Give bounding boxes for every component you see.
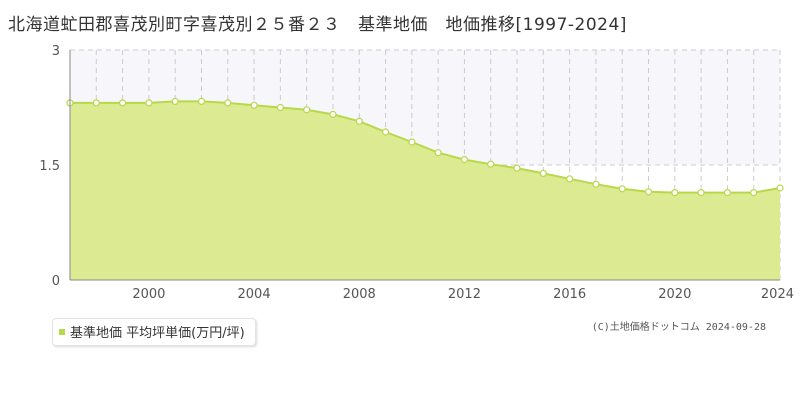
data-point-2018 <box>618 185 626 193</box>
chart-title: 北海道虻田郡喜茂別町字喜茂別２５番２３ 基準地価 地価推移[1997-2024] <box>8 15 627 35</box>
data-point-2007 <box>329 110 337 119</box>
data-point-2013 <box>487 160 495 168</box>
legend-label: 基準地価 平均坪単価(万円/坪) <box>70 326 245 341</box>
data-point-2000 <box>145 99 153 107</box>
data-point-2003 <box>224 99 232 107</box>
data-point-2004 <box>250 101 258 109</box>
series-line <box>70 100 781 194</box>
data-point-2017 <box>592 180 600 188</box>
series-area <box>70 101 780 281</box>
data-point-2015 <box>539 169 547 177</box>
y-tick-label: 3 <box>52 44 60 59</box>
data-point-2024 <box>776 184 784 192</box>
x-tick-label: 2020 <box>658 287 691 302</box>
data-point-2016 <box>565 175 574 183</box>
data-point-2008 <box>355 117 363 125</box>
data-point-1998 <box>92 99 100 107</box>
data-point-2006 <box>303 106 311 114</box>
x-tick-label: 2008 <box>343 287 376 302</box>
data-point-2012 <box>460 156 468 164</box>
data-point-2009 <box>382 128 390 136</box>
x-tick-label: 2024 <box>761 287 794 302</box>
data-point-2022 <box>723 189 732 197</box>
x-tick-label: 2000 <box>132 287 165 302</box>
y-tick-label: 1.5 <box>39 159 60 174</box>
data-point-2002 <box>197 97 206 106</box>
x-tick-label: 2012 <box>448 287 481 302</box>
legend-swatch <box>59 328 65 335</box>
data-point-2011 <box>434 149 442 157</box>
data-point-2001 <box>171 97 179 106</box>
data-point-2014 <box>513 164 521 172</box>
data-point-2005 <box>276 103 284 112</box>
data-point-2019 <box>644 188 653 196</box>
data-point-1999 <box>118 99 127 107</box>
y-tick-label: 0 <box>52 274 60 289</box>
data-point-2023 <box>750 189 758 197</box>
data-point-2010 <box>408 138 416 146</box>
x-tick-label: 2016 <box>553 287 586 302</box>
legend: 基準地価 平均坪単価(万円/坪) <box>52 318 256 346</box>
data-point-2020 <box>671 189 679 197</box>
copyright-text: (C)土地価格ドットコム 2024-09-28 <box>591 322 766 333</box>
data-point-2021 <box>697 189 705 197</box>
x-tick-label: 2004 <box>238 287 271 302</box>
